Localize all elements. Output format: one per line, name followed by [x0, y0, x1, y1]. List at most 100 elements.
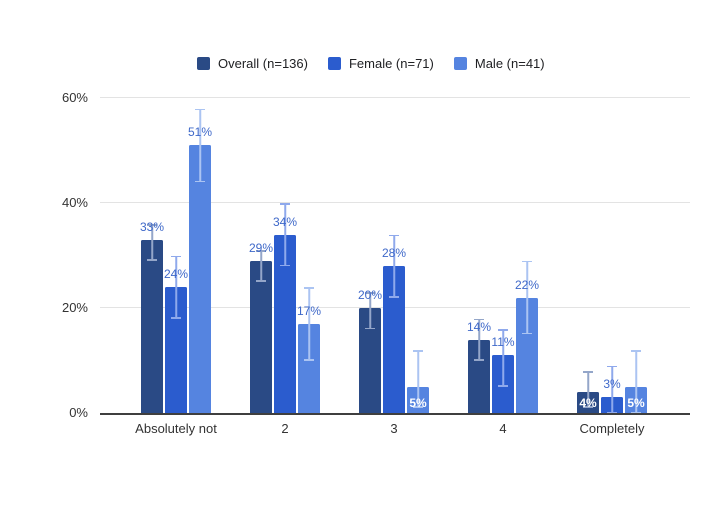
- bar-slot: 29%: [249, 83, 273, 413]
- error-bar-cap-bottom: [304, 359, 314, 361]
- legend-label: Female (n=71): [348, 56, 434, 71]
- error-bar-cap-top: [365, 292, 375, 294]
- data-label: 24%: [163, 267, 189, 281]
- error-bar: [631, 350, 641, 413]
- error-bar: [389, 234, 399, 298]
- x-category-label: Completely: [579, 421, 645, 436]
- error-bar-cap-top: [256, 250, 266, 252]
- bar-series1-cat1[interactable]: [274, 234, 296, 413]
- error-bar-cap-bottom: [498, 385, 508, 387]
- data-label: 5%: [409, 396, 427, 410]
- error-bar-stem: [369, 292, 371, 329]
- data-label: 5%: [627, 396, 645, 410]
- bar-series2-cat1[interactable]: [298, 323, 320, 413]
- error-bar: [147, 224, 157, 261]
- error-bar-cap-bottom: [522, 332, 532, 335]
- x-category-label: Absolutely not: [135, 421, 217, 436]
- x-category-label: 3: [390, 421, 398, 436]
- data-label: 17%: [296, 303, 322, 318]
- error-bar-cap-top: [583, 371, 593, 373]
- legend-swatch-icon: [197, 57, 210, 70]
- data-label: 33%: [139, 219, 165, 234]
- error-bar-cap-bottom: [280, 264, 290, 266]
- x-category-label: 4: [499, 421, 507, 436]
- x-category-label: 2: [281, 421, 289, 436]
- error-bar-stem: [502, 329, 504, 387]
- bar-series0-cat2[interactable]: [359, 308, 381, 413]
- legend-item-overall[interactable]: Overall (n=136): [197, 56, 308, 71]
- bar-slot: 51%: [187, 83, 213, 413]
- legend-label: Male (n=41): [474, 56, 545, 71]
- bar-group-2: 20% 28% 5%: [358, 83, 429, 413]
- legend-item-male[interactable]: Male (n=41): [453, 56, 545, 71]
- error-bar: [413, 350, 423, 408]
- error-bar-stem: [284, 203, 286, 266]
- error-bar-stem: [417, 350, 419, 408]
- y-tick-label-60: 60%: [61, 90, 88, 105]
- bar-series0-cat3[interactable]: [468, 339, 490, 413]
- error-bar-cap-top: [607, 365, 617, 368]
- error-bar: [498, 329, 508, 387]
- error-bar-stem: [635, 350, 637, 413]
- error-bar-cap-bottom: [365, 327, 375, 329]
- error-bar-cap-top: [413, 350, 423, 352]
- y-tick-label-40: 40%: [61, 195, 88, 210]
- error-bar-cap-bottom: [147, 259, 157, 261]
- data-label: 11%: [491, 335, 515, 350]
- error-bar-cap-bottom: [195, 180, 205, 182]
- legend-swatch-icon: [453, 57, 467, 70]
- chart-legend: Overall (n=136) Female (n=71) Male (n=41): [197, 56, 545, 71]
- error-bar-stem: [526, 260, 528, 335]
- error-bar-cap-top: [474, 318, 484, 320]
- bar-slot: 20%: [358, 83, 382, 413]
- error-bar: [583, 371, 593, 408]
- error-bar-cap-bottom: [389, 296, 399, 298]
- bar-slot: 5%: [625, 83, 647, 413]
- bar-slot: 22%: [514, 83, 540, 413]
- error-bar-cap-bottom: [413, 406, 423, 408]
- bar-slot: 17%: [296, 83, 322, 413]
- error-bar: [171, 255, 181, 319]
- data-label: 4%: [579, 396, 597, 410]
- bar-series0-cat0[interactable]: [141, 239, 163, 413]
- error-bar-cap-bottom: [631, 411, 641, 413]
- bar-slot: 14%: [466, 83, 492, 413]
- data-label: 3%: [603, 377, 621, 392]
- bar-slot: 11%: [491, 83, 515, 413]
- bar-series2-cat0[interactable]: [189, 145, 211, 413]
- bar-slot: 24%: [163, 83, 189, 413]
- error-bar: [474, 318, 484, 361]
- error-bar-stem: [393, 234, 395, 298]
- data-label: 51%: [187, 125, 213, 140]
- error-bar-cap-bottom: [474, 359, 484, 361]
- error-bar-cap-bottom: [607, 411, 617, 413]
- bar-group-0: 33% 24% 51%: [139, 83, 213, 413]
- bar-slot: 34%: [273, 83, 297, 413]
- bar-series0-cat1[interactable]: [250, 260, 272, 413]
- gridline-40: [100, 202, 690, 203]
- error-bar-stem: [151, 224, 153, 261]
- error-bar-cap-top: [522, 260, 532, 263]
- error-bar-cap-top: [171, 255, 181, 257]
- legend-item-female[interactable]: Female (n=71): [327, 56, 434, 71]
- error-bar: [280, 203, 290, 266]
- plot-area: 33% 24% 51% 29% 34% 17% 20% 28% 5% 14% 11% 22% 4% 3% 5…: [100, 83, 690, 415]
- gridline-60: [100, 97, 690, 98]
- bar-series2-cat3[interactable]: [516, 297, 538, 413]
- bar-series1-cat0[interactable]: [165, 287, 187, 413]
- error-bar: [522, 260, 532, 335]
- bar-slot: 3%: [601, 83, 623, 413]
- bar-group-1: 29% 34% 17%: [249, 83, 322, 413]
- data-label: 14%: [466, 319, 492, 334]
- bar-slot: 4%: [577, 83, 599, 413]
- error-bar-stem: [260, 250, 262, 282]
- error-bar-cap-top: [498, 329, 508, 331]
- error-bar: [304, 287, 314, 361]
- y-tick-label-0: 0%: [69, 405, 88, 420]
- bar-group-3: 14% 11% 22%: [466, 83, 540, 413]
- error-bar-stem: [308, 287, 310, 361]
- data-label: 22%: [514, 277, 540, 292]
- error-bar-stem: [611, 365, 613, 413]
- bar-series1-cat2[interactable]: [383, 266, 405, 413]
